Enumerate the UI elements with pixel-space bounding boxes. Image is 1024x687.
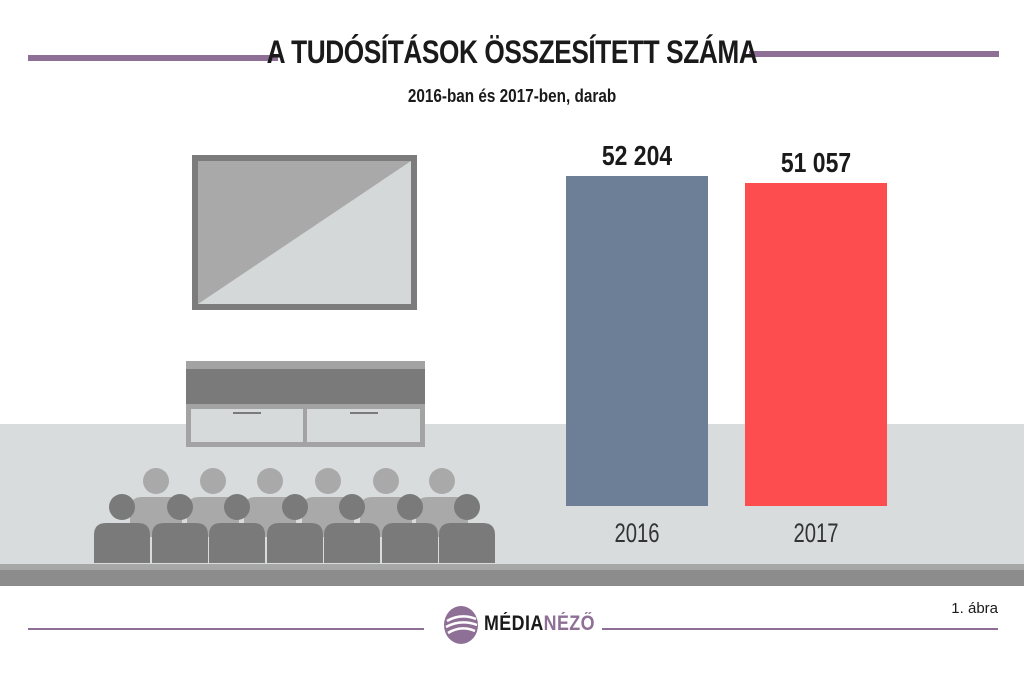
person-silhouette bbox=[209, 494, 265, 563]
logo-text-nezo: NÉZŐ bbox=[543, 612, 595, 635]
person-silhouette bbox=[382, 494, 438, 563]
floor-edge-top bbox=[0, 564, 1024, 570]
bar-2016 bbox=[566, 176, 708, 506]
person-silhouette bbox=[152, 494, 208, 563]
logo-text: MÉDIANÉZŐ bbox=[484, 612, 595, 636]
bar-value-2017: 51 057 bbox=[780, 147, 852, 179]
figure-number: 1. ábra bbox=[951, 600, 998, 617]
person-silhouette bbox=[439, 494, 495, 563]
audience-silhouette-icon bbox=[94, 468, 495, 563]
television-icon bbox=[192, 155, 417, 310]
chart-title: A TUDÓSÍTÁSOK ÖSSZESÍTETT SZÁMA bbox=[266, 34, 758, 70]
title-line-right bbox=[749, 51, 999, 57]
person-silhouette bbox=[267, 494, 323, 563]
title-line-left bbox=[28, 55, 278, 61]
category-label-2016: 2016 bbox=[614, 518, 660, 548]
bar-2017 bbox=[745, 183, 887, 506]
footer-line-right bbox=[602, 628, 998, 630]
footer-line-left bbox=[28, 628, 424, 630]
person-silhouette bbox=[94, 494, 150, 563]
logo-text-media: MÉDIA bbox=[484, 612, 544, 635]
medianezo-logo-icon bbox=[444, 606, 478, 644]
bar-value-2016: 52 204 bbox=[601, 140, 673, 171]
category-label-2017: 2017 bbox=[793, 518, 839, 548]
tv-cabinet-icon bbox=[186, 361, 425, 447]
chart-subtitle: 2016-ban és 2017-ben, darab bbox=[407, 86, 617, 106]
person-silhouette bbox=[324, 494, 380, 563]
